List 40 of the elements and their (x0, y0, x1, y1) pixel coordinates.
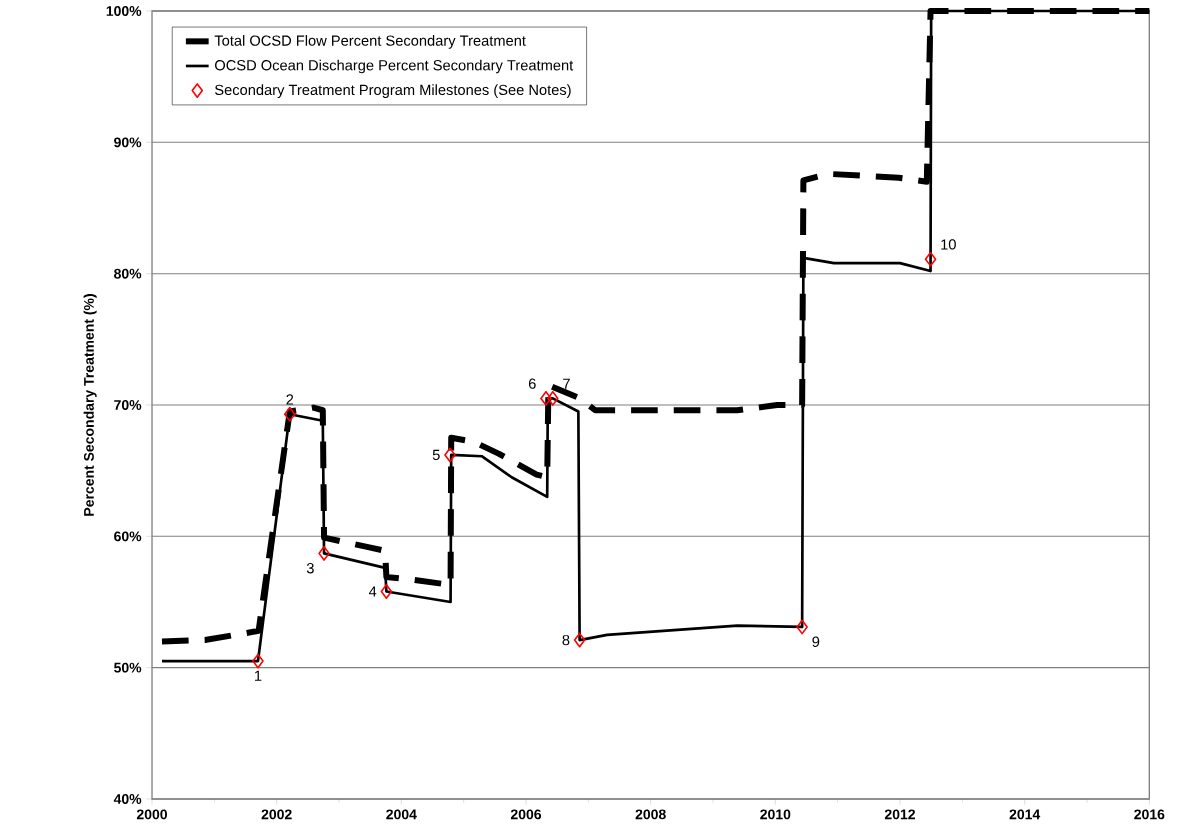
annotation: 1 (255, 670, 262, 681)
annotation: 5 (432, 449, 440, 461)
point (444, 447, 456, 463)
y-tick-label: 70% (114, 400, 142, 410)
y-tick-label: 50% (114, 662, 142, 673)
annotation: 3 (306, 563, 314, 574)
x-tick-label: 2014 (1009, 809, 1041, 820)
point (540, 390, 552, 406)
y-tick-label: 100% (106, 6, 142, 16)
x-tick-label: 2004 (386, 809, 417, 820)
point (283, 406, 296, 422)
y-tick-label: 60% (114, 531, 142, 542)
point (547, 390, 559, 406)
y-tick-label: 40% (113, 794, 142, 804)
x-tick-label: 2002 (261, 809, 292, 820)
x-tick-label: 2008 (635, 809, 666, 820)
point (796, 619, 808, 635)
point (573, 632, 586, 648)
annotation: 10 (941, 239, 956, 250)
legend-label: OCSD Ocean Discharge Percent Secondary Treatment (215, 59, 574, 74)
point (252, 653, 264, 669)
annotation: 2 (286, 394, 294, 405)
x-tick-label: 2010 (760, 809, 791, 820)
x-tick-label: 2016 (1134, 809, 1165, 820)
annotation: 4 (368, 586, 377, 597)
x-tick-label: 2012 (884, 809, 915, 820)
y-tick-label: 80% (114, 268, 142, 279)
annotation: 7 (563, 378, 570, 389)
legend-label: Secondary Treatment Program Milestones (See Notes) (214, 84, 571, 98)
legend-label: Total OCSD Flow Percent Secondary Treatment (214, 35, 526, 49)
point (380, 584, 393, 599)
x-tick-label: 2006 (510, 809, 542, 820)
y-axis-title: Percent Secondary Treatment (%) (83, 294, 97, 516)
x-tick-label: 2000 (136, 809, 167, 820)
annotation: 8 (562, 634, 570, 646)
point (318, 545, 330, 561)
annotation: 6 (528, 378, 536, 389)
point (924, 251, 937, 267)
y-tick-label: 90% (114, 137, 142, 148)
annotation: 9 (812, 636, 820, 647)
